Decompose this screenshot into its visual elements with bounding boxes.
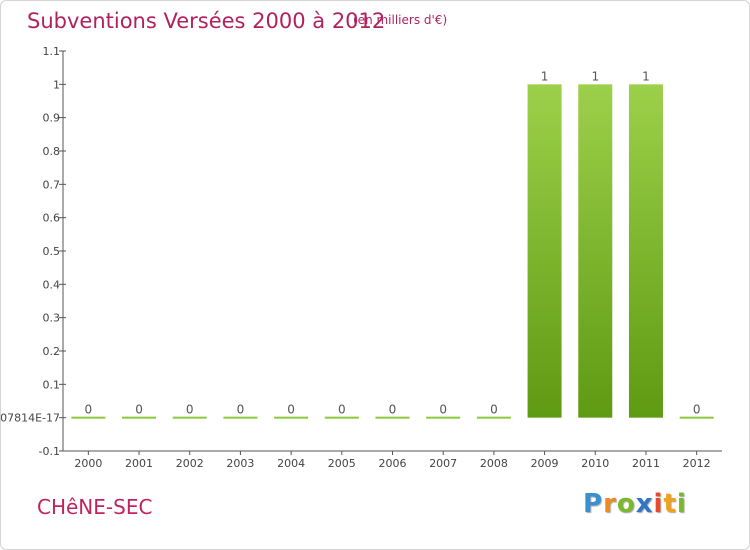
chart-axes: -0.1 -1.3877787807814E-17 0.1 0.2 0.3 0.4 0.5 0…: [1, 45, 722, 470]
logo-letter: x: [635, 489, 654, 519]
bar-2003: [223, 416, 258, 419]
commune-name: CHêNE-SEC: [37, 495, 153, 519]
data-label: 0: [490, 403, 498, 417]
bar-2007: [426, 416, 461, 419]
bar-2008: [476, 416, 511, 419]
y-tick-label: 0.7: [43, 178, 61, 191]
bar-2011: [628, 84, 663, 418]
data-label: 0: [338, 403, 346, 417]
bar-2009: [527, 84, 562, 418]
y-tick-label: 0.8: [43, 145, 61, 158]
y-tick-label: 0.2: [43, 345, 61, 358]
data-label: 1: [591, 69, 599, 83]
bar-2000: [71, 416, 106, 419]
data-label: 1: [541, 69, 549, 83]
x-tick-label: 2011: [632, 457, 660, 470]
y-tick-label: -1.3877787807814E-17: [1, 412, 60, 425]
x-tick-label: 2006: [379, 457, 407, 470]
data-label: 1: [642, 69, 650, 83]
bar-2012: [679, 416, 714, 419]
x-tick-label: 2007: [429, 457, 457, 470]
bar-2005: [324, 416, 359, 419]
y-tick-label: 1: [53, 78, 60, 91]
y-tick-label: 0.1: [43, 378, 61, 391]
x-tick-label: 2004: [277, 457, 305, 470]
x-tick-label: 2001: [125, 457, 153, 470]
chart-subtitle: (en milliers d'€): [353, 13, 448, 27]
y-tick-label: 0.9: [43, 112, 61, 125]
y-tick-label: 0.6: [43, 212, 61, 225]
data-label: 0: [85, 403, 93, 417]
data-label: 0: [186, 403, 194, 417]
bar-2002: [172, 416, 207, 419]
y-tick-label: 0.5: [43, 245, 61, 258]
y-tick-label: -0.1: [39, 445, 60, 458]
data-label: 0: [287, 403, 295, 417]
data-label: 0: [135, 403, 143, 417]
x-tick-label: 2012: [683, 457, 711, 470]
x-tick-label: 2000: [74, 457, 102, 470]
data-label: 0: [389, 403, 397, 417]
x-tick-label: 2010: [581, 457, 609, 470]
logo-letter: i: [653, 489, 664, 519]
x-tick-label: 2009: [531, 457, 559, 470]
chart-bars: [71, 84, 714, 419]
data-label: 0: [693, 403, 701, 417]
proxiti-logo: Proxiti: [583, 489, 687, 519]
y-tick-label: 0.4: [43, 278, 61, 291]
logo-letter: r: [603, 489, 617, 519]
bar-2004: [274, 416, 309, 419]
chart-data-labels: 0 0 0 0 0 0 0 0 0 1 1 1 0: [85, 69, 701, 416]
data-label: 0: [439, 403, 447, 417]
x-tick-label: 2008: [480, 457, 508, 470]
logo-letter: t: [663, 489, 677, 519]
x-tick-label: 2002: [176, 457, 204, 470]
x-tick-label: 2003: [226, 457, 254, 470]
logo-letter: P: [583, 489, 604, 519]
chart-title: Subventions Versées 2000 à 2012: [27, 9, 386, 33]
logo-letter: o: [616, 489, 636, 519]
bar-2010: [578, 84, 613, 418]
logo-letter: i: [676, 489, 687, 519]
y-tick-label: 1.1: [43, 45, 61, 58]
y-tick-label: 0.3: [43, 312, 61, 325]
data-label: 0: [237, 403, 245, 417]
bar-2001: [122, 416, 157, 419]
bar-2006: [375, 416, 410, 419]
x-tick-label: 2005: [328, 457, 356, 470]
